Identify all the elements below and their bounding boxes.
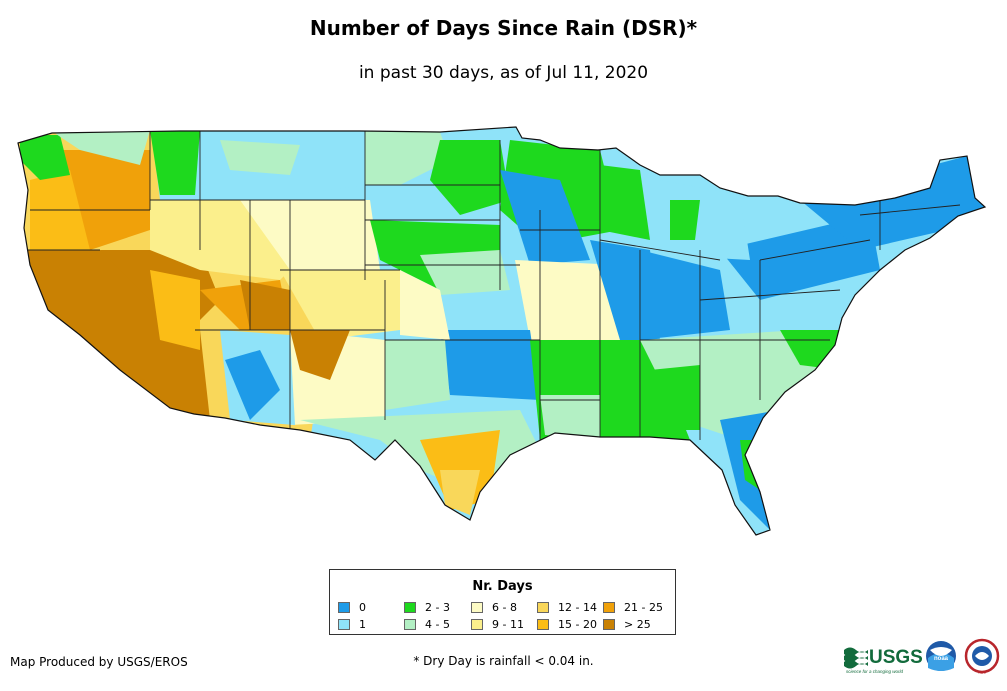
map-subtitle: in past 30 days, as of Jul 11, 2020 bbox=[358, 63, 649, 83]
usgs-logo-text: USGS bbox=[869, 647, 923, 668]
legend-label: 12 - 14 bbox=[558, 601, 597, 614]
noaa-logo-text: noaa bbox=[934, 656, 949, 662]
usgs-tagline: science for a changing world bbox=[846, 669, 904, 674]
legend-item-7: 15 - 20 bbox=[537, 618, 597, 631]
map-credit: Map Produced by USGS/EROS bbox=[10, 655, 188, 669]
legend-label: 4 - 5 bbox=[425, 618, 450, 631]
usgs-logo: USGS science for a changing world bbox=[844, 647, 923, 674]
legend-label: 0 bbox=[359, 601, 366, 614]
legend-label: 2 - 3 bbox=[425, 601, 450, 614]
legend-swatch bbox=[537, 602, 549, 613]
dsr-color-regions bbox=[18, 127, 985, 535]
legend-swatch bbox=[338, 619, 350, 630]
legend-item-3: 4 - 5 bbox=[404, 618, 450, 631]
nws-logo: NWS bbox=[964, 638, 1000, 675]
legend-box: Nr. Days 0 1 2 - 3 4 - 5 6 - 8 9 - 11 12… bbox=[329, 569, 676, 635]
noaa-logo: noaa bbox=[926, 641, 956, 671]
legend-label: 9 - 11 bbox=[492, 618, 524, 631]
legend-item-6: 12 - 14 bbox=[537, 601, 597, 614]
legend-swatch bbox=[471, 619, 483, 630]
legend-label: 21 - 25 bbox=[624, 601, 663, 614]
legend-title: Nr. Days bbox=[472, 579, 533, 594]
agency-logos: USGS science for a changing world noaa N… bbox=[844, 638, 1000, 675]
legend-swatch bbox=[471, 602, 483, 613]
legend-label: 15 - 20 bbox=[558, 618, 597, 631]
legend-swatch bbox=[537, 619, 549, 630]
legend-swatch bbox=[603, 619, 615, 630]
map-title: Number of Days Since Rain (DSR)* bbox=[309, 16, 698, 40]
legend-item-1: 1 bbox=[338, 618, 366, 631]
legend-item-4: 6 - 8 bbox=[471, 601, 517, 614]
legend-item-0: 0 bbox=[338, 601, 366, 614]
legend-swatch bbox=[603, 602, 615, 613]
dry-day-footnote: * Dry Day is rainfall < 0.04 in. bbox=[413, 654, 594, 668]
legend-swatch bbox=[404, 619, 416, 630]
legend-label: 1 bbox=[359, 618, 366, 631]
legend-label: 6 - 8 bbox=[492, 601, 517, 614]
legend-swatch bbox=[338, 602, 350, 613]
legend-item-9: > 25 bbox=[603, 618, 651, 631]
legend-item-5: 9 - 11 bbox=[471, 618, 524, 631]
legend-swatch bbox=[404, 602, 416, 613]
state-boundaries bbox=[20, 131, 961, 440]
legend-item-8: 21 - 25 bbox=[603, 601, 663, 614]
legend-item-2: 2 - 3 bbox=[404, 601, 450, 614]
nws-logo-text: NWS bbox=[979, 671, 986, 675]
legend-label: > 25 bbox=[624, 618, 651, 631]
